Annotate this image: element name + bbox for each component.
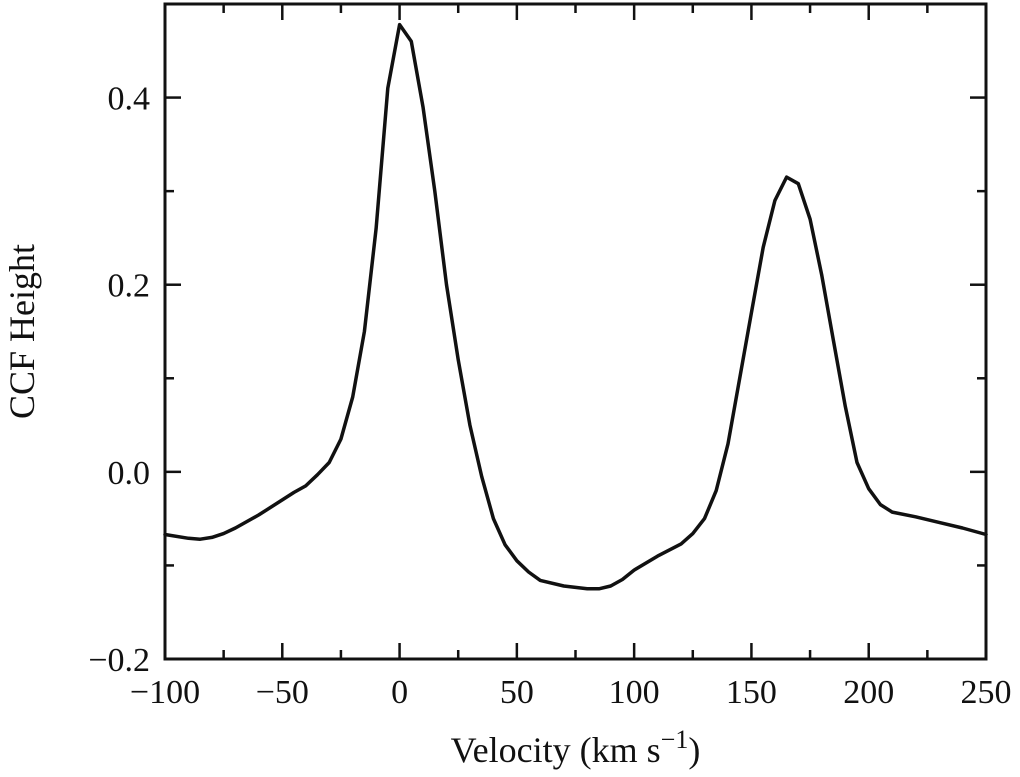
- x-tick-label: 0: [391, 674, 408, 711]
- x-tick-label: −100: [130, 674, 200, 711]
- x-tick-labels: −100 −50 0 50 100 150 200 250: [130, 674, 1012, 711]
- x-axis-label-superscript: −1: [661, 725, 689, 754]
- y-tick-label: 0.0: [108, 455, 151, 492]
- x-tick-label: −50: [256, 674, 309, 711]
- y-tick-label: 0.4: [108, 81, 151, 118]
- y-tick-labels: −0.2 0.0 0.2 0.4: [88, 81, 150, 679]
- y-axis-label: CCF Height: [2, 244, 42, 419]
- axis-ticks: [163, 2, 988, 661]
- plot-frame: [163, 2, 988, 661]
- ccf-series-line: [163, 22, 988, 591]
- x-axis-label-text: Velocity (km s: [451, 730, 661, 770]
- x-axis-label-close: ): [688, 730, 700, 770]
- x-tick-label: 200: [843, 674, 894, 711]
- x-tick-label: 250: [961, 674, 1012, 711]
- x-tick-label: 150: [726, 674, 777, 711]
- y-tick-label: 0.2: [108, 268, 151, 305]
- x-tick-label: 100: [609, 674, 660, 711]
- y-tick-label: −0.2: [88, 642, 150, 679]
- x-axis-label: Velocity (km s−1): [451, 725, 701, 770]
- x-tick-label: 50: [500, 674, 534, 711]
